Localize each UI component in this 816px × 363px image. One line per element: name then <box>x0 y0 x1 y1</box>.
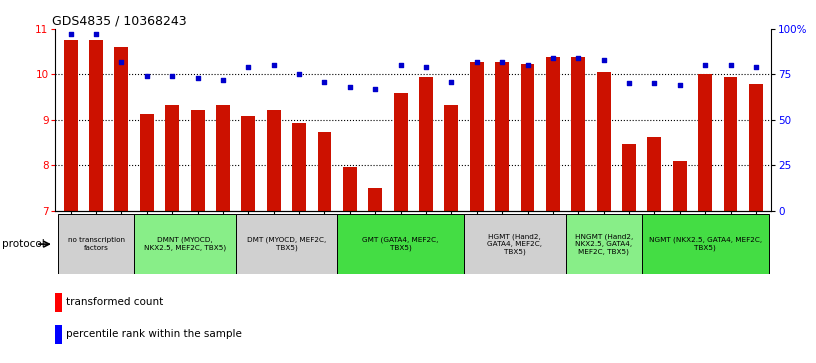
Bar <box>58 214 134 274</box>
Point <box>293 72 306 77</box>
Bar <box>622 144 636 211</box>
Bar <box>368 188 382 211</box>
Bar <box>337 214 464 274</box>
Point <box>547 55 560 61</box>
Point <box>470 59 483 65</box>
Bar <box>166 105 180 211</box>
Bar <box>495 62 509 211</box>
Text: protocol: protocol <box>2 239 44 249</box>
Point <box>698 62 712 68</box>
Bar <box>647 137 661 211</box>
Point <box>318 79 331 85</box>
Point <box>597 57 610 63</box>
Bar <box>140 114 154 211</box>
Point <box>394 62 407 68</box>
Bar <box>191 110 205 211</box>
Point <box>572 55 585 61</box>
Point <box>521 62 534 68</box>
Bar <box>134 214 236 274</box>
Bar <box>89 40 103 211</box>
Point <box>90 32 103 37</box>
Bar <box>55 293 62 312</box>
Bar <box>55 325 62 344</box>
Bar <box>236 214 337 274</box>
Bar <box>672 160 687 211</box>
Text: no transcription
factors: no transcription factors <box>68 237 125 251</box>
Point <box>267 62 280 68</box>
Bar <box>114 47 128 211</box>
Bar <box>724 77 738 211</box>
Bar <box>216 105 230 211</box>
Text: HNGMT (Hand2,
NKX2.5, GATA4,
MEF2C, TBX5): HNGMT (Hand2, NKX2.5, GATA4, MEF2C, TBX5… <box>574 233 632 255</box>
Point <box>242 64 255 70</box>
Point <box>344 84 357 90</box>
Point <box>115 59 128 65</box>
Bar <box>521 65 534 211</box>
Text: NGMT (NKX2.5, GATA4, MEF2C,
TBX5): NGMT (NKX2.5, GATA4, MEF2C, TBX5) <box>649 237 761 251</box>
Point <box>216 77 229 83</box>
Bar <box>343 167 357 211</box>
Bar <box>292 123 306 211</box>
Text: percentile rank within the sample: percentile rank within the sample <box>66 329 242 339</box>
Point <box>495 59 508 65</box>
Bar <box>698 74 712 211</box>
Bar <box>546 57 560 211</box>
Bar <box>317 131 331 211</box>
Bar <box>393 93 408 211</box>
Text: DMNT (MYOCD,
NKX2.5, MEF2C, TBX5): DMNT (MYOCD, NKX2.5, MEF2C, TBX5) <box>144 237 226 251</box>
Bar <box>419 77 433 211</box>
Bar <box>242 116 255 211</box>
Bar <box>64 40 78 211</box>
Bar <box>470 62 484 211</box>
Text: HGMT (Hand2,
GATA4, MEF2C,
TBX5): HGMT (Hand2, GATA4, MEF2C, TBX5) <box>487 233 543 255</box>
Point <box>673 82 686 88</box>
Point <box>140 73 153 79</box>
Bar <box>464 214 565 274</box>
Point <box>191 75 204 81</box>
Text: transformed count: transformed count <box>66 297 163 307</box>
Point <box>369 86 382 92</box>
Text: GMT (GATA4, MEF2C,
TBX5): GMT (GATA4, MEF2C, TBX5) <box>362 237 439 251</box>
Point <box>445 79 458 85</box>
Bar <box>749 85 763 211</box>
Bar <box>571 57 585 211</box>
Bar <box>445 105 459 211</box>
Point <box>749 64 762 70</box>
Text: DMT (MYOCD, MEF2C,
TBX5): DMT (MYOCD, MEF2C, TBX5) <box>246 237 326 251</box>
Bar <box>565 214 641 274</box>
Text: GDS4835 / 10368243: GDS4835 / 10368243 <box>52 15 187 28</box>
Point <box>419 64 432 70</box>
Bar <box>596 72 610 211</box>
Point <box>648 81 661 86</box>
Point <box>623 81 636 86</box>
Bar <box>267 110 281 211</box>
Point <box>724 62 737 68</box>
Point <box>166 73 179 79</box>
Point <box>64 32 78 37</box>
Bar <box>641 214 769 274</box>
